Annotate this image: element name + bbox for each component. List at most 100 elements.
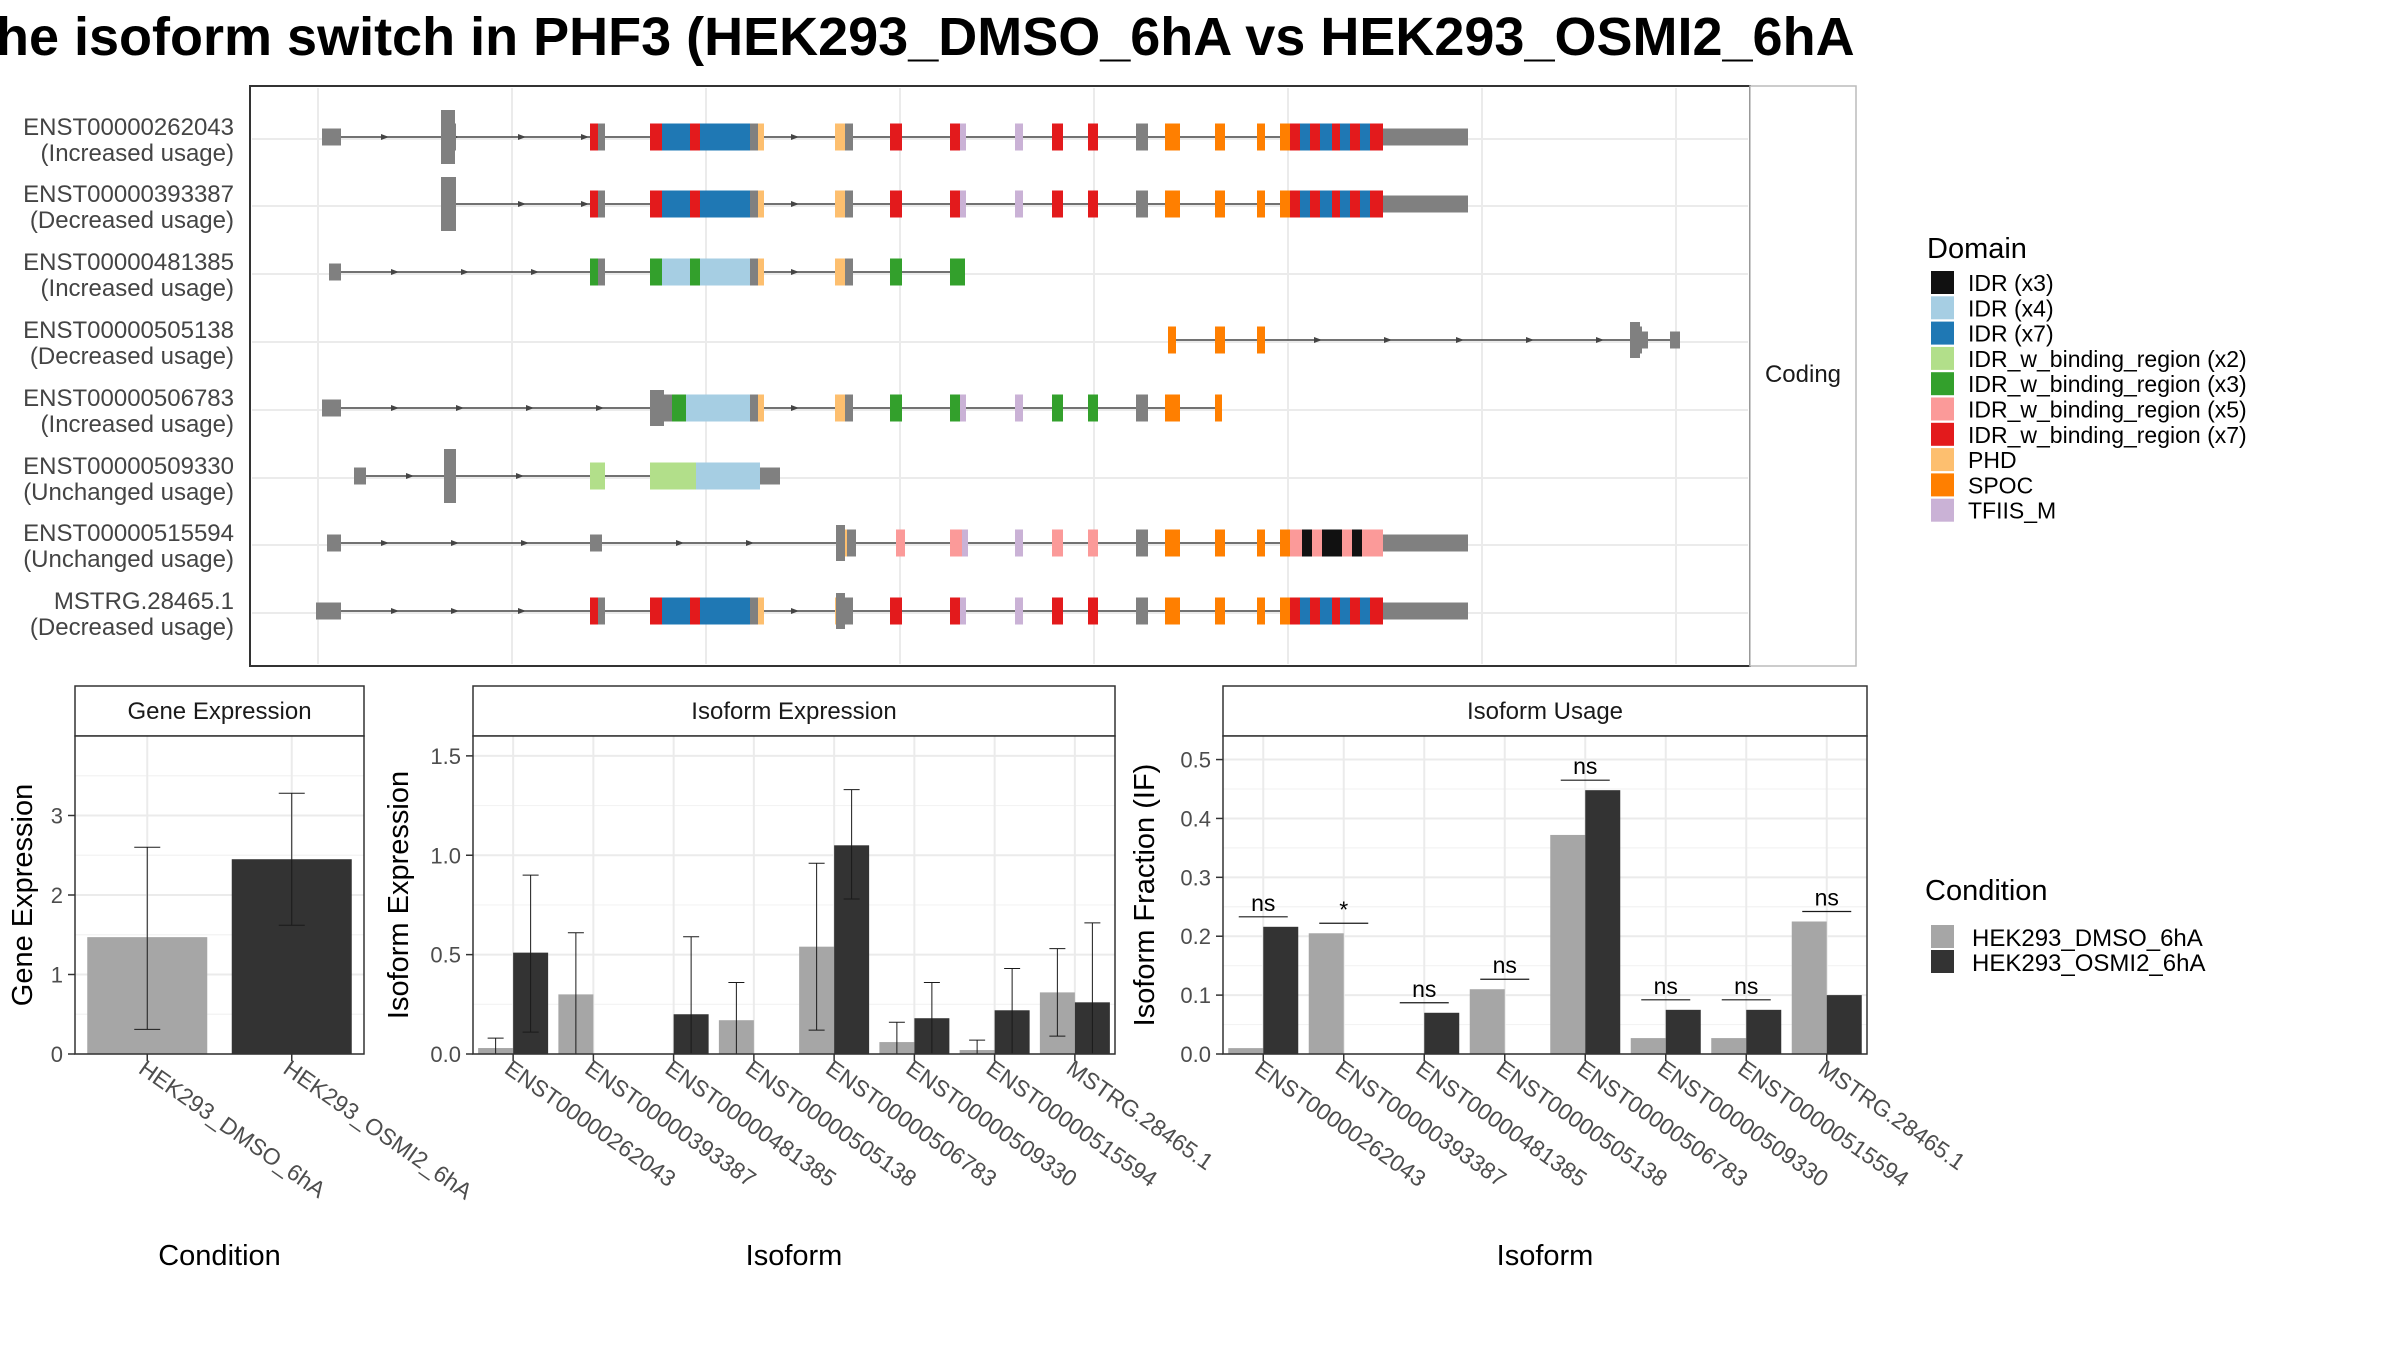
condition-legend-swatch (1931, 925, 1954, 948)
coding-exon-segment (1322, 529, 1332, 557)
coding-exon-segment (1310, 123, 1320, 151)
coding-exon-segment (1215, 394, 1222, 422)
domain-legend-label: IDR_w_binding_region (x5) (1968, 397, 2247, 423)
significance-label: ns (1573, 753, 1597, 779)
strand-arrow (1596, 337, 1604, 343)
coding-exon-segment (1215, 190, 1225, 218)
utr-exon (322, 128, 341, 146)
panel-title: Isoform Usage (1467, 698, 1623, 725)
tall-exon (836, 525, 845, 561)
isoform-id-label: ENST00000481385 (23, 249, 234, 276)
y-axis-title: Isoform Expression (383, 771, 415, 1019)
strand-arrow (518, 134, 526, 140)
strand-arrow (581, 201, 589, 207)
y-tick-label: 0.5 (1180, 748, 1211, 773)
coding-strip-label: Coding (1765, 361, 1841, 388)
strand-arrow (1526, 337, 1534, 343)
utr-exon (316, 602, 341, 620)
condition-legend-title: Condition (1925, 875, 2048, 907)
coding-exon-segment (1215, 326, 1225, 354)
coding-exon-segment (758, 394, 764, 422)
significance-label: ns (1815, 885, 1839, 911)
utr-exon (322, 399, 341, 417)
utr-exon (1670, 331, 1680, 349)
coding-exon-segment (1257, 190, 1265, 218)
coding-exon-segment (1136, 529, 1148, 557)
y-tick-label: 0.4 (1180, 806, 1211, 831)
tall-exon (650, 390, 664, 426)
coding-exon-segment (1052, 597, 1063, 625)
coding-exon-segment (845, 190, 853, 218)
coding-exon-segment (845, 597, 853, 625)
coding-exon-segment (700, 190, 750, 218)
strand-arrow (461, 269, 469, 275)
strand-arrow (1384, 337, 1392, 343)
coding-exon-segment (700, 258, 750, 286)
coding-exon-segment (1360, 123, 1370, 151)
coding-exon-segment (1257, 529, 1265, 557)
domain-legend-label: SPOC (1968, 472, 2033, 498)
isoform-id-label: ENST00000506783 (23, 385, 234, 412)
isoform-id-label: MSTRG.28465.1 (54, 588, 234, 615)
coding-exon-segment (1290, 597, 1300, 625)
coding-exon-segment (590, 123, 598, 151)
coding-exon-segment (890, 190, 902, 218)
domain-legend-swatch (1931, 422, 1954, 446)
coding-exon-segment (960, 394, 966, 422)
y-tick-label: 0.1 (1180, 983, 1211, 1008)
isoform-id-label: ENST00000509330 (23, 453, 234, 480)
coding-exon-segment (598, 123, 605, 151)
coding-exon-segment (845, 394, 853, 422)
coding-exon-segment (1312, 529, 1322, 557)
coding-exon-segment (1332, 529, 1342, 557)
coding-exon-segment (1342, 529, 1352, 557)
domain-legend-swatch (1931, 397, 1954, 421)
coding-exon-segment (758, 597, 764, 625)
coding-exon-segment (1370, 190, 1383, 218)
coding-exon-segment (1280, 597, 1290, 625)
coding-exon-segment (1350, 597, 1360, 625)
coding-exon-segment (690, 190, 700, 218)
domain-legend: Domain IDR (x3)IDR (x4)IDR (x7)IDR_w_bin… (1927, 233, 2247, 524)
coding-exon-segment (1015, 597, 1023, 625)
strand-arrow (746, 540, 754, 546)
coding-exon-segment (590, 462, 596, 490)
tall-exon (444, 449, 456, 503)
coding-exon-segment (650, 258, 662, 286)
coding-exon-segment (1350, 190, 1360, 218)
utr-exon (760, 467, 780, 485)
coding-exon-segment (835, 123, 845, 151)
coding-exon-segment (1360, 597, 1370, 625)
strand-arrow (1456, 337, 1464, 343)
domain-legend-label: IDR_w_binding_region (x7) (1968, 422, 2247, 448)
strand-arrow (391, 608, 399, 614)
coding-exon-segment (1290, 123, 1300, 151)
coding-exon-segment (690, 462, 696, 490)
structure-plot-area (249, 85, 1751, 667)
isoform-id-label: ENST00000515594 (23, 520, 234, 547)
coding-exon-segment (1300, 190, 1310, 218)
coding-exon-segment (1052, 529, 1063, 557)
isoform-usage-label: (Decreased usage) (30, 614, 234, 641)
coding-exon-segment (1015, 190, 1023, 218)
domain-legend-label: TFIIS_M (1968, 498, 2056, 524)
y-tick-label: 0.5 (430, 943, 461, 968)
coding-exon-segment (1352, 529, 1362, 557)
coding-exon-segment (1360, 190, 1370, 218)
coding-exon-segment (650, 123, 662, 151)
significance-label: ns (1251, 890, 1275, 916)
y-tick-label: 2 (51, 883, 63, 908)
strand-arrow (456, 405, 464, 411)
coding-exon-segment (1320, 190, 1332, 218)
coding-exon-segment (890, 394, 902, 422)
significance-label: ns (1412, 976, 1436, 1002)
coding-exon-segment (890, 597, 902, 625)
coding-exon-segment (1280, 123, 1290, 151)
coding-exon-segment (750, 123, 758, 151)
coding-exon-segment (847, 529, 856, 557)
coding-exon-segment (890, 123, 902, 151)
isoform-id-label: ENST00000505138 (23, 317, 234, 344)
data-bar (1791, 921, 1827, 1054)
condition-legend-label: HEK293_DMSO_6hA (1972, 925, 2203, 952)
